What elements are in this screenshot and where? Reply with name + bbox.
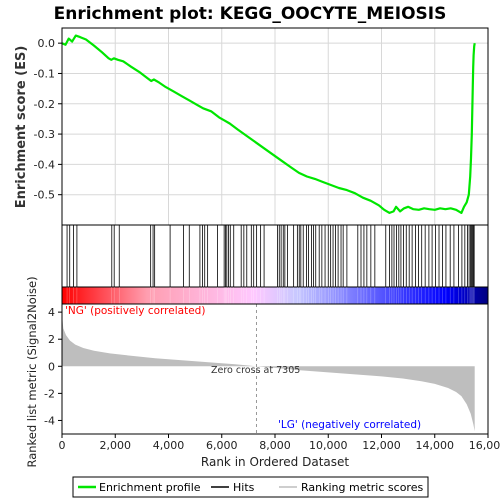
x-tick-label: 2,000: [100, 439, 132, 452]
es-y-tick-label: -0.2: [34, 98, 55, 111]
metric-y-tick-label: 4: [48, 306, 55, 319]
x-tick-label: 6,000: [206, 439, 238, 452]
x-axis: 0 2,000 4,000 6,000 8,000 10,000 12,000 14,000 1…: [59, 434, 500, 452]
es-y-tick-label: 0.0: [38, 37, 56, 50]
hits-frame: [61, 224, 489, 288]
zero-cross-label: Zero cross at 7305: [211, 365, 300, 376]
ranked-list-color-bar: [61, 286, 489, 305]
x-tick-label: 10,000: [309, 439, 348, 452]
es-y-tick-label: -0.3: [34, 128, 55, 141]
x-tick-label: 14,000: [416, 439, 455, 452]
enrichment-profile-line: [61, 34, 476, 214]
ranking-metric-area: [62, 314, 475, 432]
metric-y-tick-label: 0: [48, 360, 55, 373]
x-tick-label: 0: [59, 439, 66, 452]
hits-panel: [61, 224, 489, 288]
es-y-tick-label: -0.4: [34, 158, 55, 171]
es-y-tick-label: -0.5: [34, 189, 55, 202]
legend-label-hits: Hits: [233, 481, 255, 494]
x-tick-label: 4,000: [153, 439, 185, 452]
negative-correlation-label: 'LG' (negatively correlated): [278, 419, 421, 431]
legend-label-enrichment: Enrichment profile: [99, 481, 201, 494]
chart-title: Enrichment plot: KEGG_OOCYTE_MEIOSIS: [54, 4, 447, 24]
x-tick-label: 8,000: [259, 439, 291, 452]
metric-y-axis-label: Ranked list metric (Signal2Noise): [25, 276, 39, 467]
metric-panel: 4 2 0 -2 -4: [44, 303, 489, 435]
es-panel: 0.0 -0.1 -0.2 -0.3 -0.4 -0.5: [34, 27, 489, 226]
metric-y-tick-label: -4: [44, 414, 55, 427]
x-axis-label: Rank in Ordered Dataset: [201, 455, 349, 469]
ranked-list-bar: [61, 286, 489, 305]
x-tick-label: 12,000: [362, 439, 401, 452]
es-y-tick-label: -0.1: [34, 67, 55, 80]
legend-box: [72, 476, 429, 498]
legend-label-metric: Ranking metric scores: [301, 481, 423, 494]
es-y-axis-label: Enrichment score (ES): [14, 46, 29, 209]
positive-correlation-label: 'NG' (positively correlated): [65, 305, 205, 317]
legend: Enrichment profile Hits Ranking metric s…: [72, 476, 429, 498]
metric-y-tick-label: -2: [44, 387, 55, 400]
x-tick-label: 16,000: [469, 439, 500, 452]
metric-y-tick-label: 2: [48, 333, 55, 346]
